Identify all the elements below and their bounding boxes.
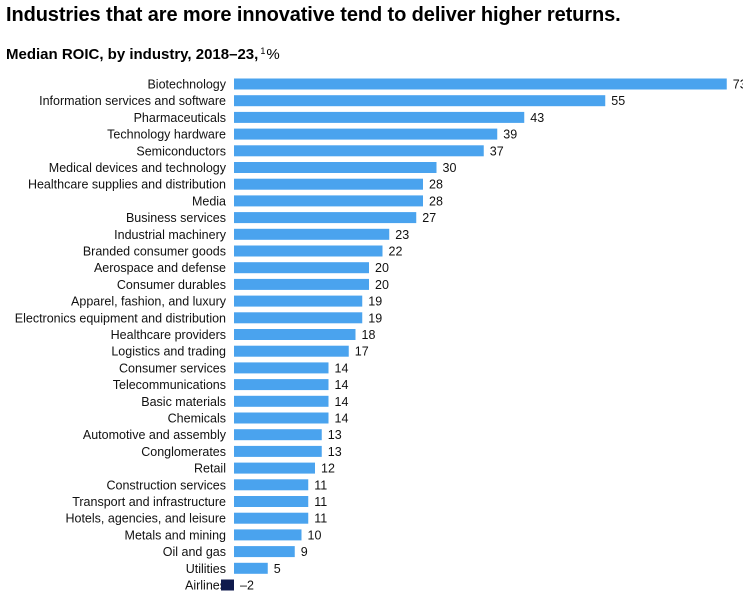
bar — [234, 429, 322, 441]
value-label: 11 — [314, 512, 327, 526]
category-label: Electronics equipment and distribution — [15, 311, 226, 325]
value-label: –2 — [240, 579, 254, 593]
bar — [234, 512, 309, 524]
category-label: Business services — [126, 211, 226, 225]
bar — [234, 395, 329, 407]
bar — [234, 295, 363, 307]
category-label: Construction services — [107, 478, 227, 492]
category-label: Pharmaceuticals — [134, 111, 226, 125]
bar — [234, 111, 525, 123]
bar — [234, 278, 369, 290]
value-label: 13 — [328, 445, 342, 459]
bar — [234, 245, 383, 257]
value-label: 27 — [422, 211, 436, 225]
bar — [234, 262, 369, 274]
category-label: Hotels, agencies, and leisure — [65, 512, 226, 526]
category-label: Industrial machinery — [114, 228, 227, 242]
value-label: 14 — [335, 378, 349, 392]
subtitle-footnote: 1 — [260, 46, 266, 56]
value-label: 30 — [443, 161, 457, 175]
bar — [234, 329, 356, 340]
bar — [234, 78, 727, 90]
value-label: 73 — [733, 78, 743, 92]
category-label: Media — [192, 194, 226, 208]
value-label: 39 — [503, 128, 517, 142]
value-label: 5 — [274, 562, 281, 576]
bar — [234, 379, 329, 391]
category-label: Metals and mining — [125, 528, 226, 542]
category-label: Logistics and trading — [111, 345, 226, 359]
category-label: Consumer durables — [117, 278, 226, 292]
value-label: 14 — [335, 395, 349, 409]
value-label: 17 — [355, 345, 369, 359]
category-label: Chemicals — [168, 412, 226, 426]
value-label: 20 — [375, 278, 389, 292]
category-label: Medical devices and technology — [49, 161, 227, 175]
bar — [234, 312, 363, 324]
value-label: 28 — [429, 194, 443, 208]
category-label: Automotive and assembly — [83, 428, 227, 442]
category-label: Information services and software — [39, 94, 226, 108]
bar — [234, 412, 329, 424]
bar — [234, 145, 484, 157]
bar — [234, 95, 606, 107]
bar — [234, 212, 417, 224]
subtitle-unit: % — [266, 46, 280, 63]
value-label: 37 — [490, 144, 504, 158]
category-label: Aerospace and defense — [94, 261, 226, 275]
category-label: Oil and gas — [163, 545, 226, 559]
bar — [234, 562, 268, 574]
value-label: 11 — [314, 478, 327, 492]
category-label: Basic materials — [141, 395, 226, 409]
category-label: Apparel, fashion, and luxury — [71, 295, 227, 309]
bar — [234, 195, 423, 207]
category-label: Consumer services — [119, 361, 226, 375]
category-label: Transport and infrastructure — [72, 495, 226, 509]
category-label: Branded consumer goods — [83, 245, 226, 259]
value-label: 20 — [375, 261, 389, 275]
bar — [234, 362, 329, 374]
category-label: Healthcare providers — [111, 328, 226, 342]
bar — [234, 546, 295, 558]
bar — [234, 462, 315, 474]
bar — [234, 128, 498, 140]
category-label: Conglomerates — [141, 445, 226, 459]
value-label: 19 — [368, 311, 382, 325]
category-label: Biotechnology — [147, 78, 226, 92]
value-label: 18 — [362, 328, 376, 342]
category-label: Retail — [194, 462, 226, 476]
bar — [221, 579, 234, 591]
bar — [234, 162, 437, 173]
value-label: 10 — [308, 528, 322, 542]
category-label: Utilities — [186, 562, 226, 576]
chart-subtitle: Median ROIC, by industry, 2018–23, 1% — [6, 46, 280, 63]
category-label: Technology hardware — [107, 128, 226, 142]
bar — [234, 345, 349, 357]
bar — [234, 529, 302, 541]
value-label: 22 — [389, 245, 403, 259]
value-label: 55 — [611, 94, 625, 108]
category-label: Airlines — [185, 579, 226, 593]
category-label: Telecommunications — [113, 378, 226, 392]
chart-title: Industries that are more innovative tend… — [6, 4, 621, 26]
value-label: 13 — [328, 428, 342, 442]
bar — [234, 479, 309, 491]
value-label: 28 — [429, 178, 443, 192]
bar — [234, 178, 423, 190]
value-label: 11 — [314, 495, 327, 509]
value-label: 14 — [335, 412, 349, 426]
value-label: 12 — [321, 462, 335, 476]
category-label: Healthcare supplies and distribution — [28, 178, 226, 192]
bar — [234, 496, 309, 507]
category-label: Semiconductors — [136, 144, 226, 158]
value-label: 43 — [530, 111, 544, 125]
subtitle-text: Median ROIC, by industry, 2018–23, — [6, 46, 259, 63]
value-label: 19 — [368, 295, 382, 309]
bar — [234, 228, 390, 240]
value-label: 9 — [301, 545, 308, 559]
value-label: 14 — [335, 361, 349, 375]
value-label: 23 — [395, 228, 409, 242]
bar — [234, 445, 322, 457]
